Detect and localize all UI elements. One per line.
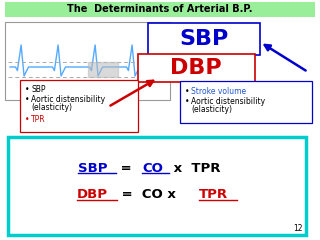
Text: (elasticity): (elasticity) [191, 106, 232, 114]
FancyBboxPatch shape [138, 54, 255, 82]
Text: SBP: SBP [31, 85, 45, 95]
Text: TPR: TPR [31, 115, 46, 125]
FancyBboxPatch shape [148, 23, 260, 55]
Text: DBP: DBP [170, 58, 222, 78]
FancyBboxPatch shape [20, 80, 138, 132]
Text: SBP: SBP [78, 162, 108, 174]
Text: •: • [25, 115, 29, 125]
FancyBboxPatch shape [8, 137, 306, 235]
FancyBboxPatch shape [5, 22, 170, 100]
Text: =  CO x: = CO x [117, 188, 181, 202]
Text: 12: 12 [293, 224, 303, 233]
Text: x  TPR: x TPR [169, 162, 221, 174]
Text: The  Determinants of Arterial B.P.: The Determinants of Arterial B.P. [67, 4, 253, 14]
Text: CO: CO [142, 162, 163, 174]
Text: TPR: TPR [199, 188, 228, 202]
FancyBboxPatch shape [5, 2, 315, 17]
Polygon shape [88, 62, 118, 77]
Text: SBP: SBP [180, 29, 228, 49]
Text: •: • [185, 97, 189, 107]
Text: DBP: DBP [77, 188, 108, 202]
Text: •: • [25, 96, 29, 104]
Text: Aortic distensibility: Aortic distensibility [31, 96, 105, 104]
Text: •: • [25, 85, 29, 95]
Text: Aortic distensibility: Aortic distensibility [191, 97, 265, 107]
Text: Stroke volume: Stroke volume [191, 86, 246, 96]
Text: (elasticity): (elasticity) [31, 103, 72, 113]
FancyBboxPatch shape [180, 81, 312, 123]
Text: •: • [185, 86, 189, 96]
Text: =: = [116, 162, 137, 174]
